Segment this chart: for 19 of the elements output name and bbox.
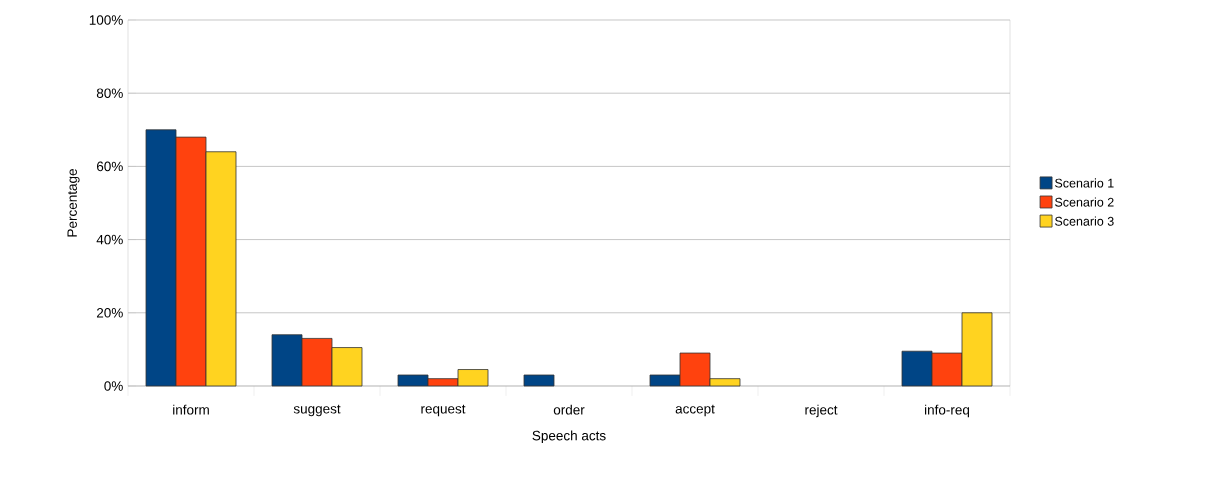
y-tick-label: 80%	[96, 88, 123, 98]
x-axis-title: Speech acts	[532, 430, 606, 444]
y-axis-title: Percentage	[67, 169, 80, 237]
legend-label: Scenario 2	[1055, 197, 1114, 207]
x-tick-label: inform	[173, 404, 209, 415]
x-tick-label: request	[421, 404, 466, 417]
y-tick-label: 40%	[96, 234, 123, 245]
y-tick-label: 0%	[104, 381, 123, 391]
x-tick-label: order	[553, 404, 585, 415]
x-tick-label: info-req	[925, 404, 970, 418]
y-tick-label: 60%	[96, 161, 123, 172]
legend-label: Scenario 3	[1055, 216, 1114, 226]
x-tick-label: suggest	[293, 404, 341, 417]
y-tick-label: 20%	[96, 308, 123, 318]
legend-label: Scenario 1	[1055, 178, 1114, 188]
x-tick-label: accept	[675, 404, 715, 417]
x-tick-label: reject	[805, 404, 838, 418]
bar	[523, 374, 555, 387]
y-tick-label: 100%	[89, 15, 123, 25]
